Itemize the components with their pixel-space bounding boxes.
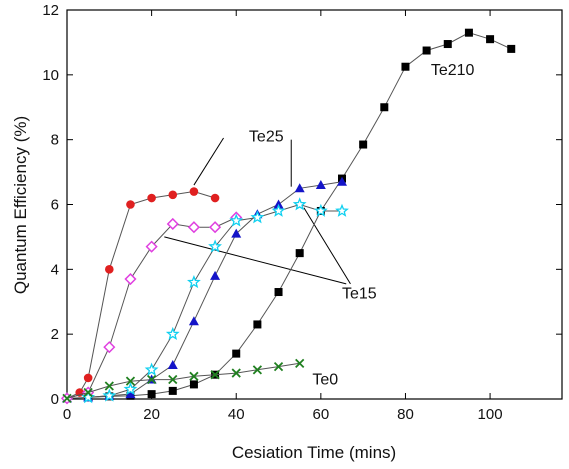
data-point	[168, 190, 178, 200]
data-point	[313, 203, 328, 217]
y-tick-label: 2	[51, 326, 59, 343]
x-tick-label: 100	[478, 406, 503, 423]
annotation-pointer	[303, 207, 351, 285]
data-point	[401, 62, 410, 71]
data-point	[253, 320, 262, 329]
data-point	[295, 249, 304, 258]
data-point	[168, 374, 178, 385]
data-point	[210, 270, 221, 280]
data-point	[126, 200, 135, 209]
data-point	[103, 341, 116, 354]
data-point	[231, 228, 242, 238]
data-point	[294, 183, 305, 193]
annotation-pointer	[164, 236, 347, 285]
data-point	[443, 40, 452, 49]
x-tick-label: 20	[143, 406, 160, 423]
data-point	[250, 210, 265, 224]
data-point	[147, 193, 156, 203]
annotation-label: Te25	[249, 128, 284, 145]
series-square	[84, 28, 516, 402]
data-point	[124, 272, 137, 286]
series-line	[66, 362, 300, 399]
annotation-pointers	[164, 137, 351, 285]
data-point	[146, 374, 157, 385]
data-point	[486, 35, 495, 44]
y-tick-label: 8	[51, 132, 59, 149]
data-point	[125, 376, 136, 386]
y-tick-label: 10	[42, 67, 59, 84]
series-circle	[62, 187, 220, 403]
data-point	[210, 193, 220, 203]
data-point	[315, 180, 326, 190]
x-tick-label: 40	[228, 406, 245, 423]
data-point	[232, 349, 241, 358]
data-point	[102, 388, 117, 402]
annotation-label: Te210	[431, 62, 475, 79]
data-point	[83, 373, 93, 383]
data-point	[273, 361, 284, 372]
data-point	[380, 103, 389, 112]
data-point	[189, 371, 199, 381]
x-tick-label: 0	[63, 406, 71, 423]
data-point	[271, 203, 286, 217]
series-line	[66, 181, 343, 399]
annotation-label: Te15	[342, 286, 377, 303]
data-point	[123, 382, 138, 396]
y-tick-label: 0	[51, 391, 59, 408]
data-point	[210, 370, 220, 380]
data-point	[125, 389, 136, 399]
data-point	[292, 197, 307, 211]
data-point	[168, 386, 177, 395]
data-point	[145, 240, 158, 253]
x-axis-label: Cesiation Time (mins)	[232, 443, 396, 462]
data-point	[507, 44, 516, 53]
data-point	[187, 221, 200, 234]
data-point	[335, 203, 349, 217]
y-tick-label: 4	[51, 261, 59, 278]
series-line	[88, 32, 512, 398]
y-tick-label: 12	[42, 2, 59, 19]
y-axis-label: Quantum Efficiency (%)	[11, 116, 30, 294]
data-point	[209, 221, 222, 234]
series-layer	[60, 28, 516, 405]
data-point	[252, 365, 263, 375]
data-point	[422, 46, 431, 55]
data-point	[295, 358, 305, 368]
data-point	[337, 176, 347, 186]
data-point	[166, 217, 179, 231]
series-x	[62, 358, 305, 403]
data-point	[208, 239, 222, 253]
data-point	[189, 380, 198, 389]
data-point	[104, 381, 114, 391]
data-point	[83, 387, 93, 398]
data-point	[105, 265, 114, 274]
axis-ticks: 0 20 40 60 80 100 0 2 4 6 8 10 12	[42, 2, 562, 423]
plot-frame	[66, 9, 563, 400]
data-point	[167, 359, 178, 369]
series-line	[88, 203, 342, 398]
data-point	[165, 326, 180, 341]
data-point	[187, 275, 201, 289]
data-point	[188, 316, 199, 326]
annotation-label: Te0	[312, 371, 338, 388]
series-triangle	[62, 176, 347, 403]
x-tick-label: 80	[397, 406, 414, 423]
annotation-pointer	[193, 137, 224, 186]
y-tick-label: 6	[51, 197, 59, 214]
data-point	[274, 288, 283, 297]
data-point	[62, 393, 72, 403]
x-tick-label: 60	[313, 406, 330, 423]
data-point	[229, 213, 244, 227]
data-point	[464, 28, 473, 37]
data-point	[147, 390, 156, 399]
data-point	[189, 187, 199, 196]
annotations: Te210 Te25 Te15 Te0	[249, 62, 475, 389]
data-point	[359, 140, 368, 149]
data-point	[231, 368, 241, 378]
data-point	[144, 362, 159, 376]
